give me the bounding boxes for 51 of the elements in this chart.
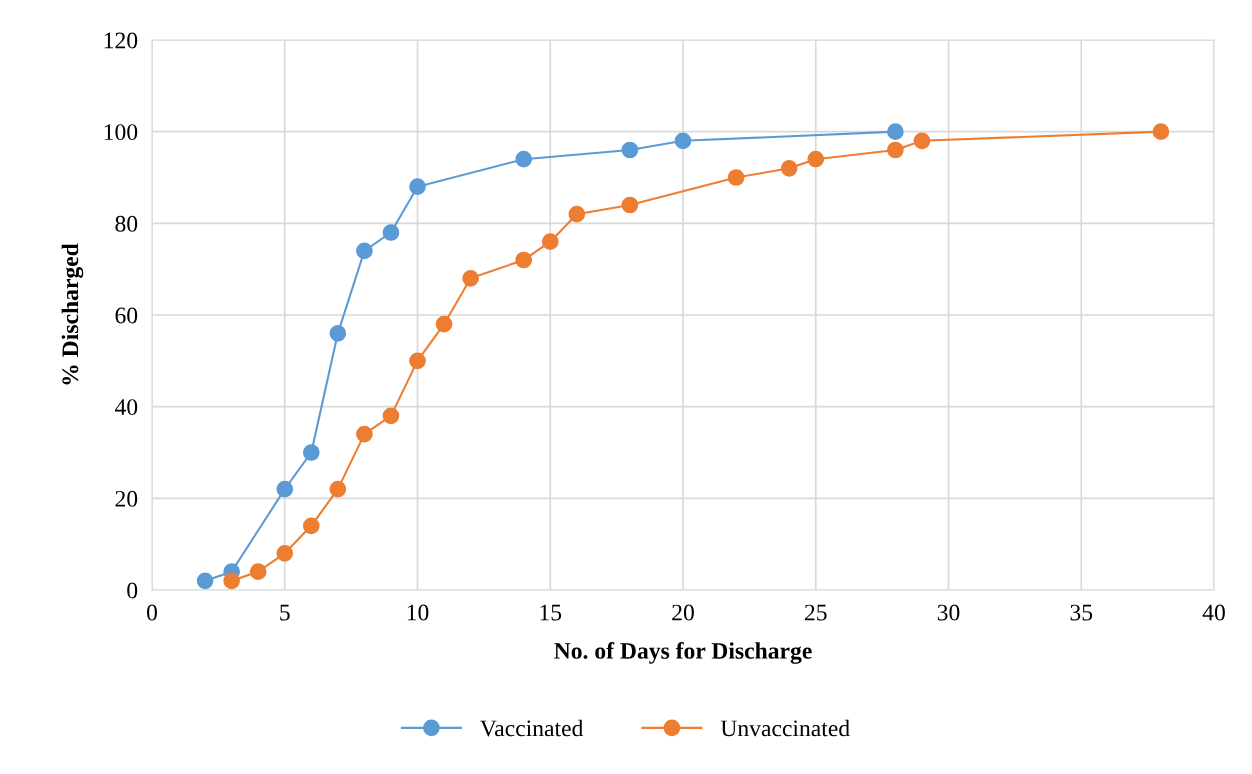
x-tick-label: 30 (937, 604, 960, 621)
y-tick-label: 0 (127, 582, 138, 599)
x-axis-title: No. of Days for Discharge (554, 641, 812, 664)
x-tick-label: 0 (147, 604, 157, 621)
point (356, 425, 373, 443)
y-tick-label: 80 (115, 215, 138, 232)
point (382, 407, 400, 425)
y-tick-label: 20 (115, 490, 138, 507)
point (515, 150, 533, 168)
point (435, 315, 453, 333)
x-tick-label: 25 (804, 604, 827, 621)
x-tick-label: 5 (280, 604, 290, 621)
point (541, 233, 559, 251)
point (276, 544, 294, 562)
point (196, 572, 214, 590)
x-tick-label: 15 (540, 604, 562, 621)
point (621, 196, 639, 214)
point (621, 141, 639, 159)
y-tick-label: 120 (104, 32, 138, 49)
point (329, 480, 347, 498)
point (302, 517, 320, 535)
y-tick-label: 40 (114, 399, 138, 416)
x-tick-label: 10 (407, 604, 429, 621)
point (913, 132, 931, 150)
y-tick-label: 60 (115, 307, 138, 324)
point (356, 242, 373, 260)
legend-label: Unvaccinated (720, 719, 850, 737)
point (568, 205, 586, 223)
point (249, 563, 267, 581)
x-tick-label: 20 (672, 604, 694, 621)
point (462, 269, 479, 287)
point (887, 123, 904, 141)
legend-label: Vaccinated (480, 719, 584, 737)
point (780, 159, 798, 177)
point (223, 572, 240, 590)
point (515, 251, 533, 269)
point (807, 150, 825, 168)
point (727, 169, 745, 186)
y-tick-label: 100 (104, 124, 138, 141)
point (302, 444, 320, 461)
y-axis-title: % Discharged (61, 243, 84, 385)
x-tick-label: 40 (1202, 604, 1225, 621)
point (409, 178, 426, 196)
point (674, 132, 692, 150)
point (1152, 123, 1170, 141)
point (382, 224, 400, 241)
point (887, 141, 904, 159)
x-tick-label: 35 (1070, 604, 1093, 621)
point (329, 324, 347, 342)
point (409, 352, 426, 370)
point (276, 480, 294, 498)
